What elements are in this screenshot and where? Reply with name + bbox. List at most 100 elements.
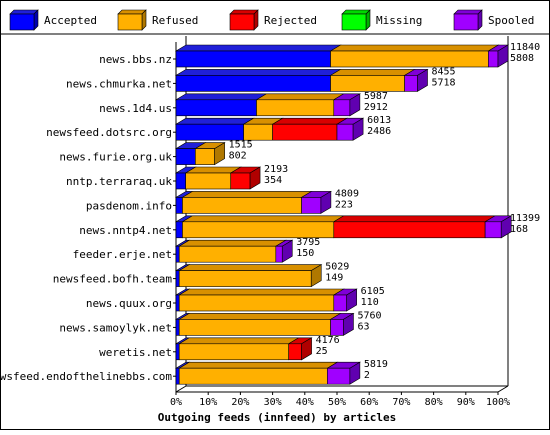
row-label-news-bbs-nz: news.bbs.nz (99, 53, 172, 66)
bar-side-newsfeed-bofh-team (310, 264, 322, 288)
bar-side-newsfeed-dotsrc-org (352, 117, 364, 141)
row-second-value-news-bbs-nz: 5808 (510, 53, 534, 64)
x-axis-title: Outgoing feeds (innfeed) by articles (158, 411, 396, 424)
bar-side-news-1d4-us (349, 93, 361, 117)
bar-side-feeder-erje-net (281, 239, 293, 263)
row-label-nntp-terraraq-uk: nntp.terraraq.uk (66, 175, 172, 188)
row-second-value-feeder-erje-net: 150 (296, 248, 314, 259)
x-tick-label-1: 10% (199, 397, 217, 408)
row-label-news-1d4-us: news.1d4.us (99, 102, 172, 115)
row-second-value-newsfeed-endofthelinebbs-com: 2 (364, 370, 370, 381)
row-second-value-news-chmurka-net: 5718 (432, 77, 456, 88)
legend-swatch-top-accepted (9, 9, 39, 15)
x-axis-left-depth (175, 385, 187, 393)
bar-top-pasdenom-info-refused (181, 191, 313, 198)
x-tick-label-0: 0% (170, 397, 182, 408)
row-offered-weretis-net: 4176 (316, 335, 340, 346)
row-second-value-newsfeed-dotsrc-org: 2486 (367, 126, 391, 137)
bar-pasdenom-info-spooled (301, 197, 322, 214)
bar-nntp-terraraq-uk-accepted (175, 172, 186, 190)
bar-side-nntp-terraraq-uk (249, 166, 261, 190)
legend-label-rejected: Rejected (264, 14, 317, 27)
row-offered-news-1d4-us: 5987 (364, 91, 388, 102)
bar-top-news-1d4-us-refused (255, 93, 345, 101)
legend-swatch-side-rejected (253, 9, 259, 31)
bar-news-chmurka-net-accepted (175, 75, 331, 92)
row-offered-news-quux-org: 6105 (361, 286, 385, 297)
legend-swatch-side-refused (141, 9, 147, 31)
legend-swatch-side-spooled (477, 9, 483, 31)
bar-news-bbs-nz-accepted (175, 50, 331, 68)
bar-top-newsfeed-endofthelinebbs-com-refused (178, 361, 339, 369)
legend-swatch-top-refused (117, 9, 147, 15)
bar-feeder-erje-net-spooled (275, 245, 283, 263)
x-tick-label-4: 40% (296, 397, 314, 408)
bar-pasdenom-info-accepted (175, 197, 183, 214)
bar-news-nntp4-net-accepted (175, 221, 183, 239)
bar-nntp-terraraq-uk-refused (185, 172, 232, 190)
x-tick-label-8: 80% (425, 397, 443, 408)
bar-side-news-chmurka-net (417, 68, 428, 92)
row-offered-news-furie-org-uk: 1515 (229, 140, 253, 151)
bar-top-newsfeed-bofh-team-refused (178, 264, 323, 271)
row-second-value-pasdenom-info: 223 (335, 199, 353, 210)
bar-news-quux-org-accepted (175, 294, 180, 312)
row-label-news-quux-org: news.quux.org (86, 297, 172, 310)
row-second-value-news-samoylyk-net: 63 (357, 321, 369, 332)
bar-news-nntp4-net-spooled (484, 221, 502, 239)
bar-newsfeed-dotsrc-org-rejected (272, 123, 338, 141)
bar-side-pasdenom-info (320, 190, 332, 214)
bar-news-nntp4-net-refused (182, 221, 335, 239)
row-label-newsfeed-dotsrc-org: newsfeed.dotsrc.org (46, 126, 172, 139)
row-label-news-furie-org-uk: news.furie.org.uk (59, 151, 172, 164)
bar-news-chmurka-net-spooled (404, 75, 418, 92)
bar-news-quux-org-spooled (333, 294, 347, 312)
bar-news-furie-org-uk-refused (195, 148, 215, 165)
bar-news-furie-org-uk-accepted (175, 148, 196, 165)
legend-swatch-spooled (453, 13, 479, 31)
legend-swatch-top-rejected (229, 9, 259, 15)
bar-side-news-bbs-nz (497, 44, 509, 68)
row-offered-pasdenom-info: 4809 (335, 188, 359, 199)
row-second-value-weretis-net: 25 (316, 346, 328, 357)
bar-news-1d4-us-spooled (333, 99, 351, 117)
bar-newsfeed-endofthelinebbs-com-spooled (327, 367, 351, 385)
bar-top-news-nntp4-net-rejected (332, 215, 497, 223)
legend-swatch-side-accepted (33, 9, 39, 31)
bar-news-samoylyk-net-accepted (175, 319, 180, 336)
bar-side-news-furie-org-uk (214, 142, 225, 166)
legend-swatch-rejected (229, 13, 255, 31)
bar-weretis-net-accepted (175, 343, 180, 361)
bar-weretis-net-rejected (288, 343, 302, 361)
bar-side-news-nntp4-net (500, 215, 512, 239)
bar-news-bbs-nz-spooled (488, 50, 499, 68)
row-offered-feeder-erje-net: 3795 (296, 237, 320, 248)
bar-top-news-bbs-nz-accepted (174, 44, 342, 52)
row-offered-newsfeed-endofthelinebbs-com: 5819 (364, 359, 388, 370)
x-tick-label-2: 20% (231, 397, 249, 408)
legend-label-missing: Missing (376, 14, 422, 27)
bar-pasdenom-info-refused (182, 197, 302, 214)
x-tick-label-5: 50% (328, 397, 346, 408)
row-offered-nntp-terraraq-uk: 2193 (264, 164, 288, 175)
bar-top-news-nntp4-net-refused (181, 215, 345, 223)
bar-top-news-1d4-us-accepted (174, 93, 268, 101)
row-offered-news-nntp4-net: 11399 (510, 213, 540, 224)
bar-news-nntp4-net-rejected (333, 221, 486, 239)
bar-news-samoylyk-net-refused (178, 319, 331, 336)
row-second-value-nntp-terraraq-uk: 354 (264, 175, 282, 186)
row-offered-news-bbs-nz: 11840 (510, 42, 540, 53)
bar-top-newsfeed-dotsrc-org-rejected (271, 117, 349, 125)
bar-news-1d4-us-accepted (175, 99, 257, 117)
row-label-pasdenom-info: pasdenom.info (86, 199, 172, 212)
row-label-newsfeed-endofthelinebbs-com: newsfeed.endofthelinebbs.com (0, 370, 172, 383)
row-second-value-news-nntp4-net: 168 (510, 224, 528, 235)
bar-newsfeed-dotsrc-org-spooled (336, 123, 354, 141)
bar-newsfeed-bofh-team-accepted (175, 270, 180, 287)
bar-top-news-bbs-nz-refused (329, 44, 500, 52)
legend-swatch-top-spooled (453, 9, 483, 15)
row-label-news-nntp4-net: news.nntp4.net (79, 224, 172, 237)
bar-news-chmurka-net-refused (330, 75, 405, 92)
